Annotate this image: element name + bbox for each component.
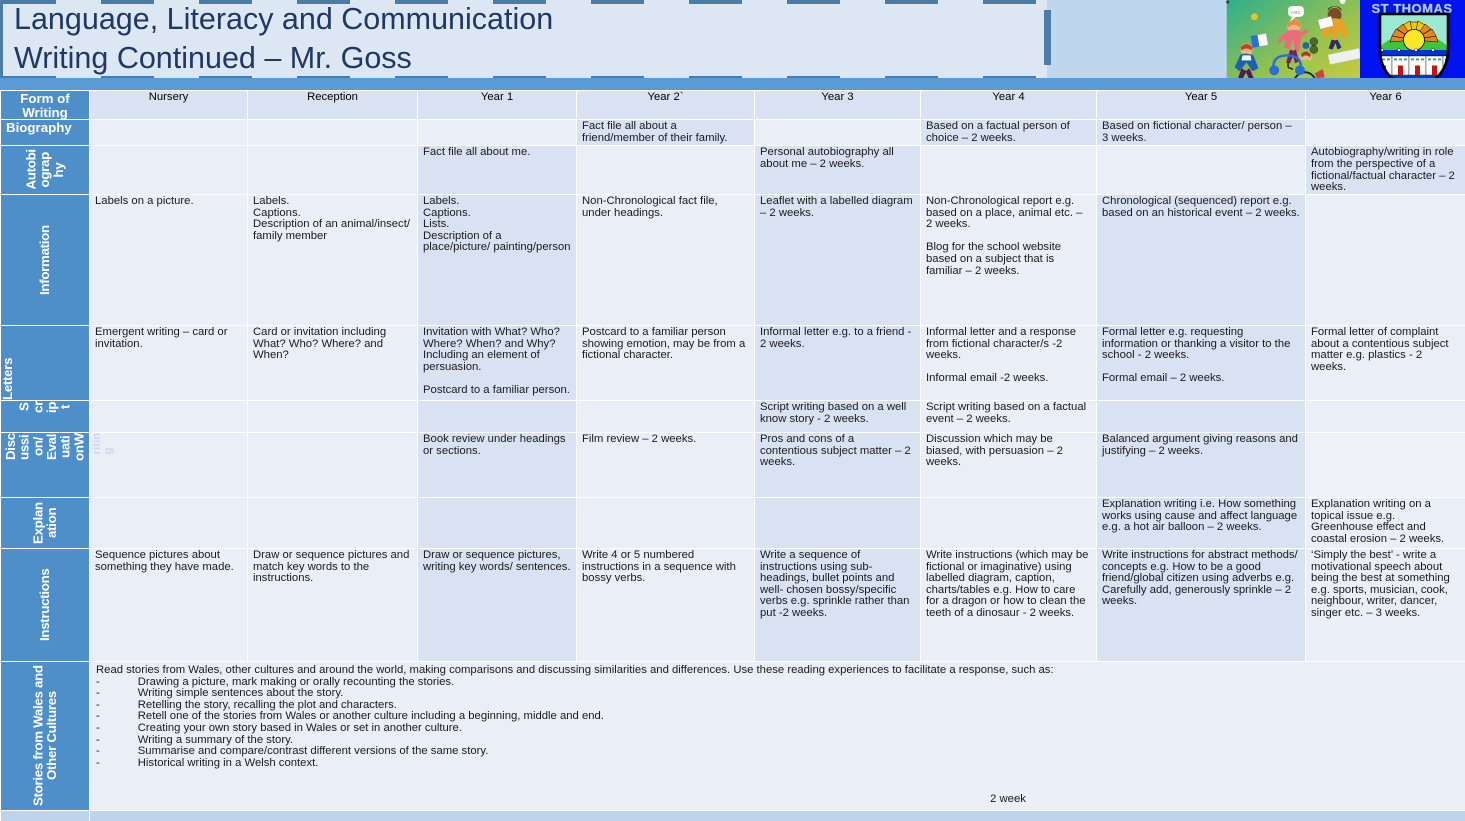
svg-text:ABC: ABC	[1291, 10, 1302, 16]
